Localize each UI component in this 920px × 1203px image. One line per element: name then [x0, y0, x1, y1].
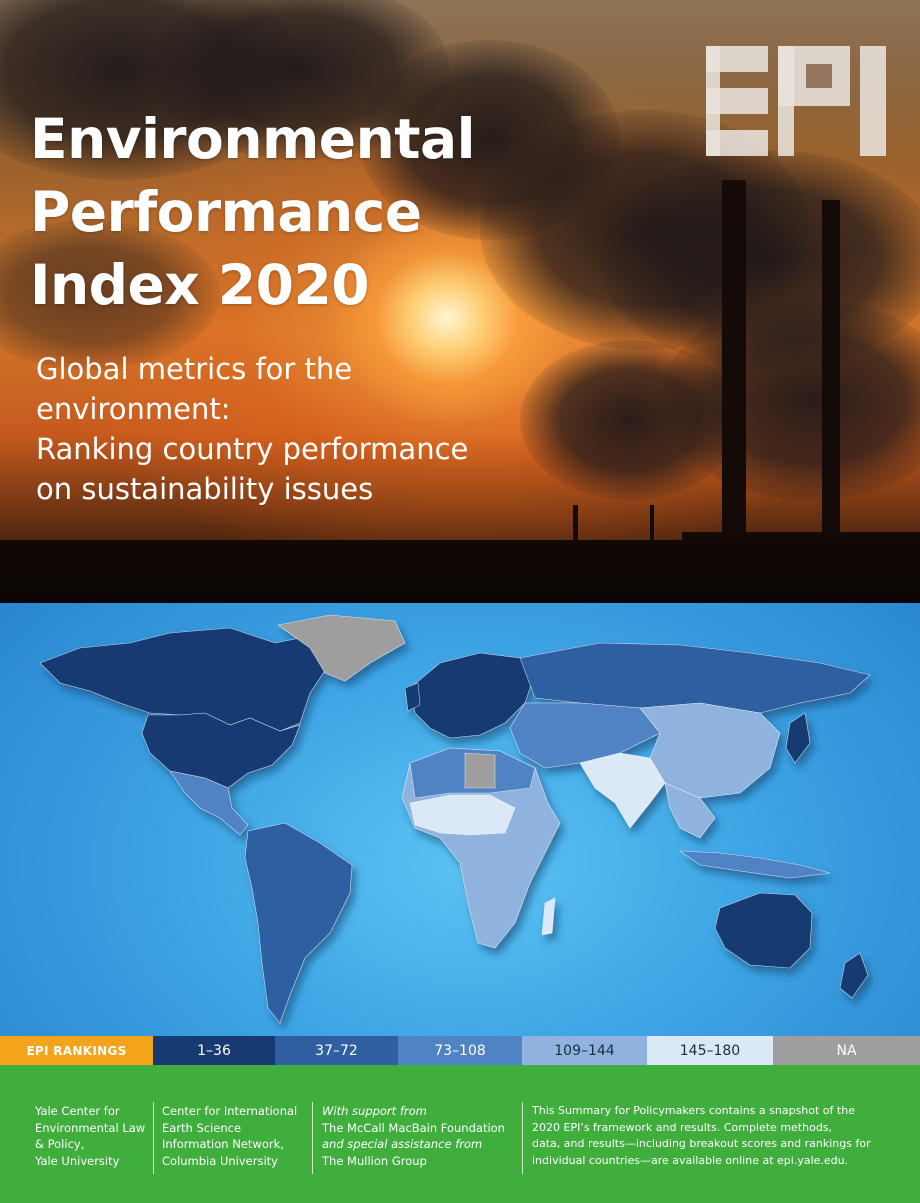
ground-silhouette — [0, 540, 920, 603]
epi-rankings-legend: EPI RANKINGS 1–36 37–72 73–108 109–144 1… — [0, 1036, 920, 1065]
cover-subtitle: Global metrics for the environment: Rank… — [36, 352, 469, 506]
footer-divider — [312, 1102, 313, 1174]
epi-logo — [706, 46, 886, 156]
footer-yale-center: Yale Center for Environmental Law & Poli… — [35, 1104, 146, 1168]
footer-support: With support from The McCall MacBain Fou… — [322, 1104, 505, 1168]
smokestack — [822, 200, 840, 560]
region-madagascar — [541, 897, 556, 936]
region-russia — [519, 642, 871, 714]
footer-divider — [153, 1102, 154, 1174]
region-sahel — [409, 794, 516, 836]
legend-item-na: NA — [773, 1036, 920, 1065]
region-europe — [409, 652, 536, 739]
cover-hero-photo: Environmental Performance Index 2020 Glo… — [0, 0, 920, 603]
region-south-america — [244, 822, 353, 1024]
legend-item-145-180: 145–180 — [647, 1036, 773, 1065]
region-usa — [141, 712, 301, 789]
region-china — [639, 702, 781, 799]
world-map — [0, 603, 920, 1036]
legend-item-1-36: 1–36 — [153, 1036, 275, 1065]
footer-summary-note: This Summary for Policymakers contains a… — [532, 1104, 871, 1167]
smokestack — [722, 180, 746, 560]
region-libya-na — [464, 752, 496, 789]
region-india — [579, 752, 666, 829]
cover-title: Environmental Performance Index 2020 — [30, 107, 476, 317]
world-map-svg — [39, 614, 871, 1024]
region-japan — [785, 712, 811, 764]
legend-item-73-108: 73–108 — [398, 1036, 522, 1065]
footer-divider — [522, 1102, 523, 1174]
legend-title: EPI RANKINGS — [0, 1036, 153, 1065]
region-australia — [714, 892, 813, 969]
region-mexico — [169, 770, 249, 836]
footer-ciesin: Center for International Earth Science I… — [162, 1104, 298, 1168]
region-new-zealand — [839, 952, 869, 999]
region-se-asia — [664, 782, 716, 839]
cover-footer: Yale Center for Environmental Law & Poli… — [0, 1065, 920, 1203]
region-indonesia — [678, 850, 831, 879]
region-canada — [39, 627, 331, 732]
legend-item-109-144: 109–144 — [522, 1036, 647, 1065]
legend-item-37-72: 37–72 — [275, 1036, 398, 1065]
region-greenland — [277, 614, 406, 682]
region-uk — [404, 682, 421, 712]
